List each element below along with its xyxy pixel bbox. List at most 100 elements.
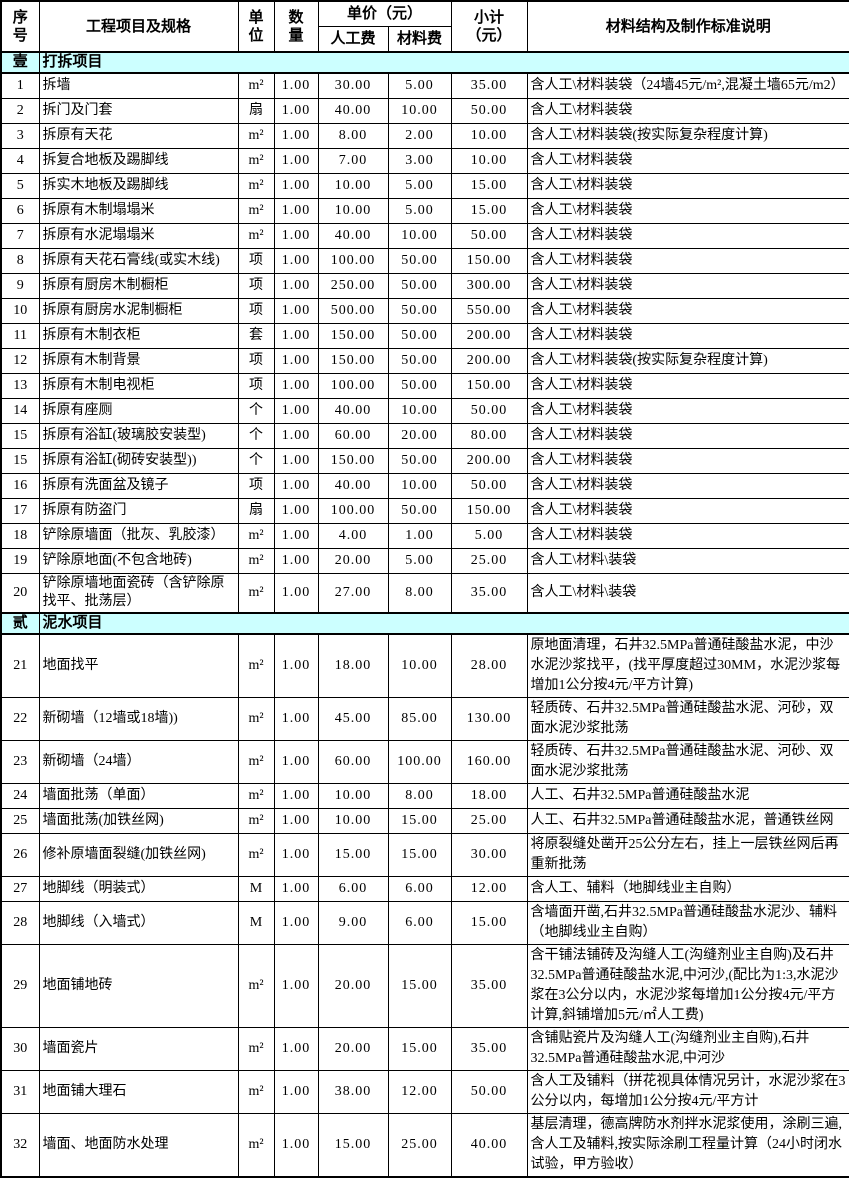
cell-labor: 40.00 <box>317 222 389 249</box>
cell-material: 12.00 <box>387 1069 452 1114</box>
cell-item: 拆原有天花 <box>38 122 239 149</box>
cell-unit: m² <box>237 832 275 877</box>
cell-no: 27 <box>0 875 40 902</box>
cell-no: 3 <box>0 122 40 149</box>
cell-qty: 1.00 <box>273 72 319 99</box>
cell-unit: 套 <box>237 322 275 349</box>
table-row: 22 新砌墙（12墙或18墙)) m² 1.00 45.00 85.00 130.00 轻质砖… <box>0 696 849 741</box>
cell-no: 1 <box>0 72 40 99</box>
cell-labor: 20.00 <box>317 943 389 1028</box>
cell-no: 10 <box>0 297 40 324</box>
cell-subtotal: 130.00 <box>450 696 528 741</box>
cell-labor: 60.00 <box>317 739 389 784</box>
cell-item: 拆原有厨房水泥制橱柜 <box>38 297 239 324</box>
cell-item: 拆原有厨房木制橱柜 <box>38 272 239 299</box>
cell-labor: 38.00 <box>317 1069 389 1114</box>
cell-qty: 1.00 <box>273 447 319 474</box>
table-row: 18 铲除原墙面（批灰、乳胶漆） m² 1.00 4.00 1.00 5.00 含人工\材料装… <box>0 522 849 549</box>
cell-subtotal: 50.00 <box>450 397 528 424</box>
cell-labor: 4.00 <box>317 522 389 549</box>
cell-item: 新砌墙（24墙） <box>38 739 239 784</box>
table-row: 15 拆原有浴缸(砌砖安装型)) 个 1.00 150.00 50.00 200.00 含人工… <box>0 447 849 474</box>
cell-material: 50.00 <box>387 347 452 374</box>
table-row: 8 拆原有天花石膏线(或实木线) 项 1.00 100.00 50.00 150.00 含人工… <box>0 247 849 274</box>
table-body: 壹打拆项目 1 拆墙 m² 1.00 30.00 5.00 35.00 含人工\材料装袋（24墙… <box>0 51 849 1177</box>
cell-labor: 100.00 <box>317 372 389 399</box>
cell-no: 16 <box>0 472 40 499</box>
table-row: 30 墙面瓷片 m² 1.00 20.00 15.00 35.00 含铺贴瓷片及沟缝人工(沟缝… <box>0 1026 849 1071</box>
cell-item: 拆原有座厕 <box>38 397 239 424</box>
cell-labor: 20.00 <box>317 547 389 574</box>
cell-material: 5.00 <box>387 197 452 224</box>
cell-unit: 个 <box>237 422 275 449</box>
header-row-1: 序 号 工程项目及规格 单 位 数 量 单价（元） 小计 （元） 材料结构及制作… <box>0 0 849 53</box>
cell-unit: 项 <box>237 372 275 399</box>
cell-material: 1.00 <box>387 522 452 549</box>
section-title: 打拆项目 <box>38 51 849 74</box>
cell-item: 拆原有木制塌塌米 <box>38 197 239 224</box>
cell-item: 拆原有木制电视柜 <box>38 372 239 399</box>
cell-qty: 1.00 <box>273 875 319 902</box>
cell-qty: 1.00 <box>273 172 319 199</box>
cell-desc: 含人工\材料装袋(按实际复杂程度计算) <box>526 347 849 374</box>
cell-unit: m² <box>237 1026 275 1071</box>
cell-no: 15 <box>0 447 40 474</box>
cell-material: 10.00 <box>387 397 452 424</box>
cell-no: 30 <box>0 1026 40 1071</box>
cell-desc: 含人工\材料装袋(按实际复杂程度计算) <box>526 122 849 149</box>
cell-no: 12 <box>0 347 40 374</box>
cell-qty: 1.00 <box>273 696 319 741</box>
cell-item: 拆原有浴缸(玻璃胶安装型) <box>38 422 239 449</box>
cell-qty: 1.00 <box>273 472 319 499</box>
cell-material: 50.00 <box>387 372 452 399</box>
cell-material: 50.00 <box>387 272 452 299</box>
cell-no: 7 <box>0 222 40 249</box>
cell-subtotal: 80.00 <box>450 422 528 449</box>
table-row: 31 地面铺大理石 m² 1.00 38.00 12.00 50.00 含人工及铺料（拼花视具… <box>0 1069 849 1114</box>
cell-item: 拆原有浴缸(砌砖安装型)) <box>38 447 239 474</box>
cell-no: 31 <box>0 1069 40 1114</box>
cell-no: 29 <box>0 943 40 1028</box>
cell-desc: 含铺贴瓷片及沟缝人工(沟缝剂业主自购),石井32.5MPa普通硅酸盐水泥,中河沙 <box>526 1026 849 1071</box>
cell-qty: 1.00 <box>273 943 319 1028</box>
cell-qty: 1.00 <box>273 272 319 299</box>
cell-desc: 含人工\材料装袋 <box>526 247 849 274</box>
table-row: 20 铲除原墙地面瓷砖（含铲除原找平、批荡层） m² 1.00 27.00 8.00 35.… <box>0 572 849 613</box>
cell-subtotal: 15.00 <box>450 172 528 199</box>
cell-no: 11 <box>0 322 40 349</box>
cell-material: 6.00 <box>387 875 452 902</box>
cell-qty: 1.00 <box>273 522 319 549</box>
cell-unit: 项 <box>237 247 275 274</box>
cell-no: 28 <box>0 900 40 945</box>
cell-material: 3.00 <box>387 147 452 174</box>
table-row: 25 墙面批荡(加铁丝网) m² 1.00 10.00 15.00 25.00 人工、石井32… <box>0 807 849 834</box>
cell-labor: 10.00 <box>317 807 389 834</box>
cell-unit: 扇 <box>237 97 275 124</box>
cell-material: 2.00 <box>387 122 452 149</box>
cell-labor: 40.00 <box>317 397 389 424</box>
cell-qty: 1.00 <box>273 832 319 877</box>
cell-no: 23 <box>0 739 40 784</box>
cell-item: 拆复合地板及踢脚线 <box>38 147 239 174</box>
table-row: 19 铲除原地面(不包含地砖) m² 1.00 20.00 5.00 25.00 含人工\材料… <box>0 547 849 574</box>
cell-subtotal: 28.00 <box>450 633 528 698</box>
cell-subtotal: 10.00 <box>450 147 528 174</box>
col-header-qty: 数 量 <box>273 0 319 53</box>
col-header-desc: 材料结构及制作标准说明 <box>526 0 849 53</box>
cell-item: 铲除原墙面（批灰、乳胶漆） <box>38 522 239 549</box>
cell-qty: 1.00 <box>273 197 319 224</box>
cell-qty: 1.00 <box>273 372 319 399</box>
cell-desc: 含墙面开凿,石井32.5MPa普通硅酸盐水泥沙、辅料（地脚线业主自购） <box>526 900 849 945</box>
cell-qty: 1.00 <box>273 222 319 249</box>
cell-desc: 含人工、辅料（地脚线业主自购） <box>526 875 849 902</box>
cell-labor: 30.00 <box>317 72 389 99</box>
cell-desc: 含人工\材料装袋 <box>526 522 849 549</box>
cell-desc: 原地面清理，石井32.5MPa普通硅酸盐水泥，中沙水泥沙浆找平，(找平厚度超过3… <box>526 633 849 698</box>
cell-no: 19 <box>0 547 40 574</box>
cell-desc: 含人工\材料装袋 <box>526 447 849 474</box>
cell-desc: 将原裂缝处凿开25公分左右，挂上一层铁丝网后再重新批荡 <box>526 832 849 877</box>
cell-material: 10.00 <box>387 222 452 249</box>
cell-desc: 含人工\材料\装袋 <box>526 547 849 574</box>
cell-labor: 15.00 <box>317 1112 389 1177</box>
cell-material: 85.00 <box>387 696 452 741</box>
